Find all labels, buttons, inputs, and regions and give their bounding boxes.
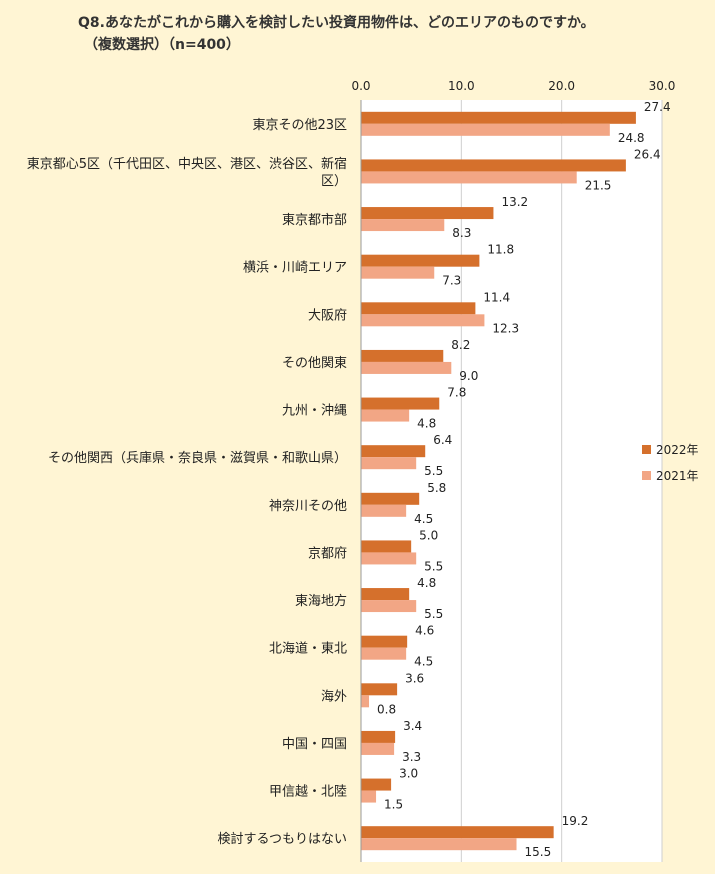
chart-title-line1: Q8.あなたがこれから購入を検討したい投資用物件は、どのエリアのものですか。 xyxy=(78,15,595,31)
data-label: 9.0 xyxy=(459,369,478,383)
bar-series-1 xyxy=(361,302,476,315)
category-label: 検討するつもりはない xyxy=(218,831,347,847)
bar-series-2 xyxy=(361,361,452,374)
data-label: 12.3 xyxy=(492,321,519,335)
bar-series-1 xyxy=(361,492,420,505)
bar-series-1 xyxy=(361,588,410,601)
bar-series-1 xyxy=(361,778,392,791)
legend-swatch xyxy=(642,445,651,454)
data-label: 3.0 xyxy=(399,767,418,781)
category-label: 東海地方 xyxy=(295,593,347,609)
data-label: 7.8 xyxy=(447,386,466,400)
data-label: 6.4 xyxy=(433,433,452,447)
legend-label: 2022年 xyxy=(656,443,699,457)
data-label: 4.6 xyxy=(415,624,434,638)
bar-series-2 xyxy=(361,266,435,279)
category-label: 北海道・東北 xyxy=(269,641,347,657)
x-tick-label: 20.0 xyxy=(548,79,575,93)
data-label: 8.3 xyxy=(452,226,471,240)
chart-title: Q8.あなたがこれから購入を検討したい投資用物件は、どのエリアのものですか。 （… xyxy=(78,12,595,56)
legend-swatch xyxy=(642,471,651,480)
data-label: 5.8 xyxy=(427,481,446,495)
category-label: その他関西（兵庫県・奈良県・滋賀県・和歌山県） xyxy=(48,450,347,466)
bar-series-2 xyxy=(361,504,407,517)
data-label: 11.8 xyxy=(487,243,514,257)
bar-series-2 xyxy=(361,838,517,851)
data-label: 1.5 xyxy=(384,798,403,812)
data-label: 4.8 xyxy=(417,417,436,431)
x-tick-label: 0.0 xyxy=(351,79,370,93)
bar-series-2 xyxy=(361,409,410,422)
data-label: 7.3 xyxy=(442,274,461,288)
category-label: 甲信越・北陸 xyxy=(269,784,347,800)
category-label: 京都府 xyxy=(308,546,347,561)
category-label: 区） xyxy=(321,174,347,189)
bar-series-2 xyxy=(361,457,417,470)
data-label: 19.2 xyxy=(562,814,589,828)
bar-series-1 xyxy=(361,730,396,743)
data-label: 15.5 xyxy=(525,845,552,859)
data-label: 8.2 xyxy=(451,338,470,352)
bar-series-1 xyxy=(361,445,426,458)
data-label: 5.0 xyxy=(419,528,438,542)
bar-series-2 xyxy=(361,552,417,565)
bar-series-1 xyxy=(361,635,408,648)
bar-series-1 xyxy=(361,207,494,220)
bar-series-2 xyxy=(361,219,445,232)
data-label: 0.8 xyxy=(377,702,396,716)
bar-series-2 xyxy=(361,123,610,136)
bar-series-2 xyxy=(361,790,377,803)
category-label: 東京その他23区 xyxy=(252,117,347,133)
data-label: 3.6 xyxy=(405,671,424,685)
category-label: その他関東 xyxy=(282,355,347,371)
data-label: 26.4 xyxy=(634,147,661,161)
data-label: 3.3 xyxy=(402,750,421,764)
data-label: 13.2 xyxy=(501,195,528,209)
data-label: 4.8 xyxy=(417,576,436,590)
category-label: 大阪府 xyxy=(308,308,347,323)
category-label: 神奈川その他 xyxy=(269,499,347,514)
bar-series-2 xyxy=(361,600,417,613)
bar-series-2 xyxy=(361,742,395,755)
bar-series-1 xyxy=(361,826,554,839)
data-label: 4.5 xyxy=(414,512,433,526)
data-label: 5.5 xyxy=(424,464,443,478)
bar-series-1 xyxy=(361,254,480,267)
x-tick-label: 30.0 xyxy=(649,79,676,93)
data-label: 5.5 xyxy=(424,559,443,573)
chart-title-line2: （複数選択）（n=400） xyxy=(84,37,240,53)
data-label: 5.5 xyxy=(424,607,443,621)
legend-label: 2021年 xyxy=(656,469,699,483)
category-label: 九州・沖縄 xyxy=(282,404,347,419)
bar-series-2 xyxy=(361,314,485,327)
category-label: 横浜・川崎エリア xyxy=(243,261,347,276)
bar-series-1 xyxy=(361,397,440,410)
x-tick-label: 10.0 xyxy=(448,79,475,93)
category-label: 中国・四国 xyxy=(282,737,347,752)
bar-series-1 xyxy=(361,683,398,696)
bar-series-2 xyxy=(361,647,407,660)
bar-series-1 xyxy=(361,159,626,172)
category-label: 海外 xyxy=(321,689,347,704)
bar-series-1 xyxy=(361,111,636,124)
bar-series-1 xyxy=(361,540,412,553)
bar-series-2 xyxy=(361,171,577,184)
data-label: 4.5 xyxy=(414,655,433,669)
bar-series-2 xyxy=(361,695,370,708)
category-label: 東京都市部 xyxy=(282,212,347,228)
data-label: 24.8 xyxy=(618,131,645,145)
data-label: 27.4 xyxy=(644,100,671,114)
category-label: 東京都心5区（千代田区、中央区、港区、渋谷区、新宿 xyxy=(27,156,347,172)
data-label: 11.4 xyxy=(483,290,510,304)
data-label: 3.4 xyxy=(403,719,422,733)
data-label: 21.5 xyxy=(585,178,612,192)
bar-series-1 xyxy=(361,349,444,362)
